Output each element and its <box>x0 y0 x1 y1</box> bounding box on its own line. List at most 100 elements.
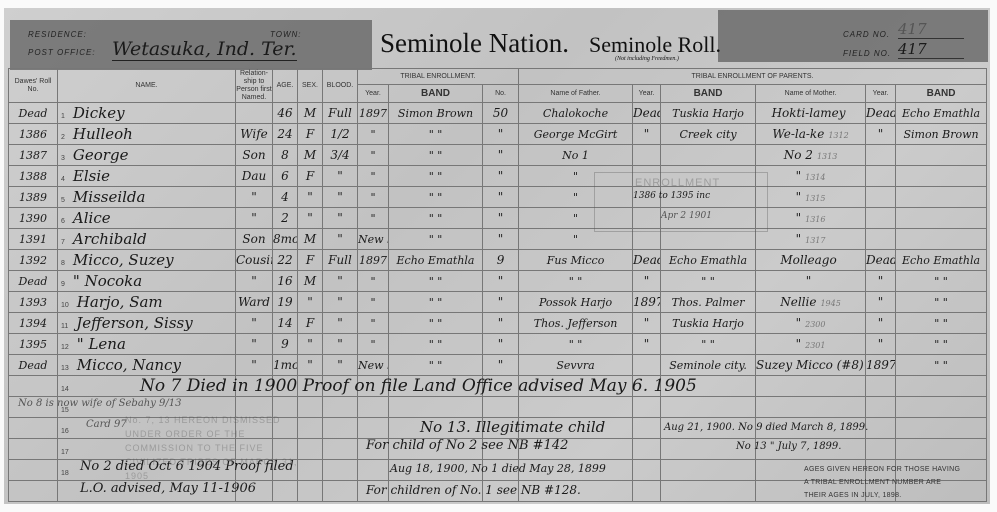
number-cell: " <box>481 354 520 376</box>
band-cell <box>388 396 483 418</box>
roll-table: Dawes' Roll No. NAME. Relation-ship to P… <box>8 68 988 502</box>
mother-band-cell <box>895 375 988 397</box>
number-cell: " <box>481 291 520 313</box>
blood-cell <box>322 459 358 481</box>
sex-cell: F <box>297 123 323 145</box>
note-card: Card 97 <box>86 419 127 430</box>
relationship-cell: Dau <box>235 165 273 187</box>
mother-band-cell: Echo Emathla <box>895 249 988 271</box>
blood-cell: Full <box>322 102 358 124</box>
band-cell: Simon Brown <box>388 102 483 124</box>
row-number: 18 <box>61 470 69 477</box>
blank-row: 15 <box>8 396 988 418</box>
col-tribal-enrollment: TRIBAL ENROLLMENT. <box>356 68 520 85</box>
row-number: 3 <box>61 155 65 162</box>
year-cell: " <box>357 207 389 229</box>
mother-cell: Suzey Micco (#8) <box>755 354 867 376</box>
blank-row: 18 <box>8 459 988 481</box>
blood-cell: " <box>322 291 358 313</box>
blood-cell: " <box>322 228 358 250</box>
mother-band-cell <box>895 417 988 439</box>
father-year-cell <box>632 396 662 418</box>
mother-cell: No 2 1313 <box>755 144 867 166</box>
blood-cell: " <box>322 312 358 334</box>
sex-cell: " <box>297 333 323 355</box>
band-cell: " " <box>388 165 483 187</box>
age-cell: 6 <box>272 165 298 187</box>
person-name: George <box>72 146 129 164</box>
age-cell: 9 <box>272 333 298 355</box>
table-row: 1395 12 " Lena " 9 " " " " " " " " " " " " 2301 " " " <box>8 333 988 355</box>
pencil-number: 2300 <box>805 320 826 329</box>
dawes-roll-cell <box>8 375 58 397</box>
mother-band-cell: Echo Emathla <box>895 102 988 124</box>
mother-cell: Nellie 1945 <box>755 291 867 313</box>
table-row: 1387 3 George Son 8 M 3/4 " " " " No 1 No 2 1313 <box>8 144 988 166</box>
father-band-cell: Tuskia Harjo <box>660 312 757 334</box>
number-cell <box>481 396 520 418</box>
number-cell: " <box>481 270 520 292</box>
note-children1: For children of No. 1 see NB #128. <box>366 483 581 497</box>
mother-cell: " 2301 <box>755 333 867 355</box>
table-row: 1390 6 Alice " 2 " " " " " " " " 1316 <box>8 207 988 229</box>
dawes-roll-cell: 1393 <box>8 291 58 313</box>
name-cell: 4 Elsie <box>57 165 236 187</box>
enrollment-stamp-title: ENROLLMENT <box>635 177 721 189</box>
note-row15: No 8 is now wife of Sebahy 9/13 <box>18 398 182 409</box>
dawes-roll-cell: 1391 <box>8 228 58 250</box>
sex-cell <box>297 480 323 502</box>
note-died1: Aug 18, 1900, No 1 died May 28, 1899 <box>390 462 606 475</box>
sex-cell: M <box>297 228 323 250</box>
sex-cell: " <box>297 354 323 376</box>
father-year-cell <box>632 144 662 166</box>
mother-cell: Molleago <box>755 249 867 271</box>
mother-cell <box>755 375 867 397</box>
mother-band-cell <box>895 480 988 502</box>
number-cell: " <box>481 186 520 208</box>
mother-cell: " <box>755 270 867 292</box>
col-mother: Name of Mother. <box>755 84 867 103</box>
name-cell: 2 Hulleoh <box>57 123 236 145</box>
blood-cell: 3/4 <box>322 144 358 166</box>
dawes-roll-cell: 1392 <box>8 249 58 271</box>
row-number: 13 <box>61 365 69 372</box>
name-cell: 13 Micco, Nancy <box>57 354 236 376</box>
col-mother-band: BAND <box>895 84 988 103</box>
number-cell: " <box>481 333 520 355</box>
father-cell: " " <box>518 270 634 292</box>
blood-cell: " <box>322 354 358 376</box>
year-cell: 1897 <box>357 249 389 271</box>
mother-name: " <box>795 232 802 246</box>
pencil-number: 1313 <box>816 152 838 161</box>
father-year-cell <box>632 459 662 481</box>
year-cell: " <box>357 312 389 334</box>
col-no: No. <box>481 84 520 103</box>
residence-label: RESIDENCE: <box>28 30 87 39</box>
mother-year-cell <box>865 165 897 187</box>
mother-cell: " 1315 <box>755 186 867 208</box>
number-cell: " <box>481 165 520 187</box>
blood-cell: Full <box>322 249 358 271</box>
mother-cell: Hokti-lamey <box>755 102 867 124</box>
father-cell: Sevvra <box>518 354 634 376</box>
year-cell: " <box>357 291 389 313</box>
mother-band-cell: " " <box>895 270 988 292</box>
age-cell: 8mo <box>272 228 298 250</box>
col-year: Year. <box>357 84 389 103</box>
number-cell: " <box>481 228 520 250</box>
father-year-cell <box>632 438 662 460</box>
post-office-value: Wetasuka, Ind. Ter. <box>112 38 297 61</box>
note-child2: For child of No 2 see NB #142 <box>366 438 569 453</box>
father-year-cell: " <box>632 312 662 334</box>
mother-band-cell <box>895 207 988 229</box>
col-dawes: Dawes' Roll No. <box>8 68 58 103</box>
mother-year-cell <box>865 228 897 250</box>
table-row: 1393 10 Harjo, Sam Ward 19 " " " " " " Possok Harj… <box>8 291 988 313</box>
blood-cell: " <box>322 165 358 187</box>
blood-cell: 1/2 <box>322 123 358 145</box>
name-cell: 9 " Nocoka <box>57 270 236 292</box>
mother-band-cell <box>895 396 988 418</box>
blood-cell <box>322 438 358 460</box>
year-cell: " <box>357 333 389 355</box>
row-number: 6 <box>61 218 65 225</box>
